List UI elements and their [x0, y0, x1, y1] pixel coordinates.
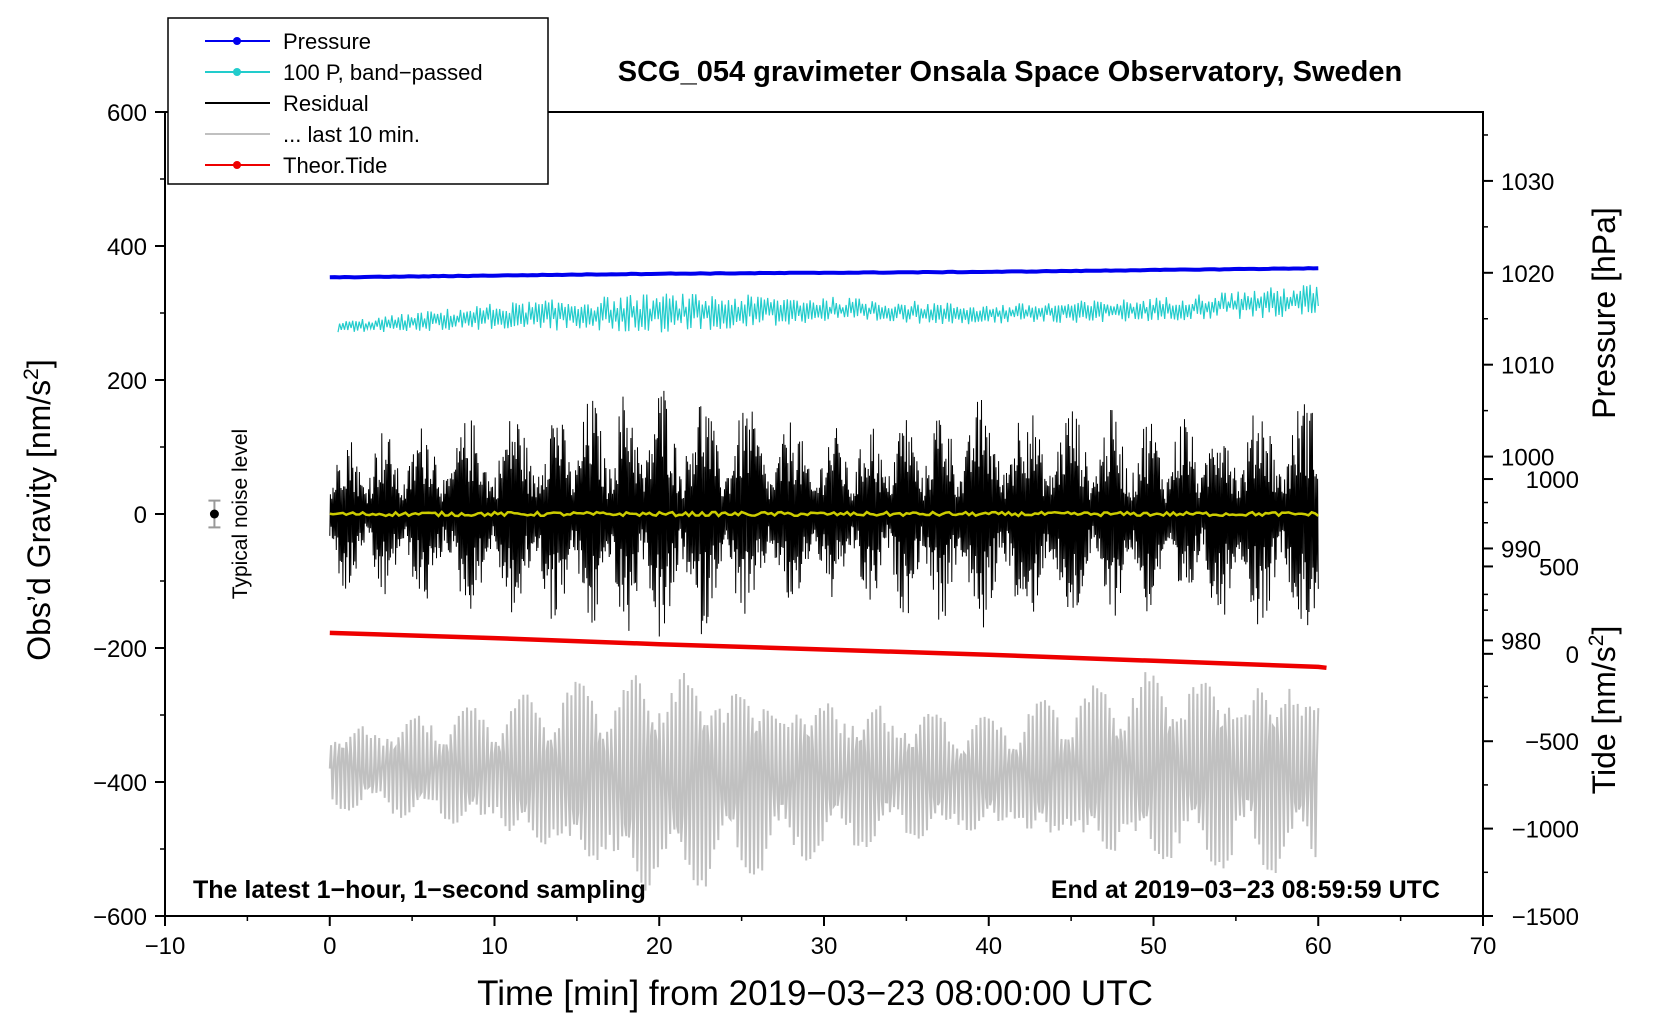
series-bandpassed-line	[337, 284, 1319, 333]
tide-tick-label: 1000	[1526, 467, 1579, 494]
x-tick-label: 60	[1305, 933, 1332, 960]
legend: Pressure 100 P, band−passed Residual ... la…	[167, 17, 549, 185]
x-tick-label: 50	[1140, 933, 1167, 960]
y-tick-label: 0	[134, 502, 147, 529]
pressure-tick-label: 1010	[1501, 353, 1554, 380]
legend-marker-1	[233, 68, 241, 76]
pressure-tick-label: 1030	[1501, 169, 1554, 196]
y-axis-label-left: Obs’d Gravity [nm/s2]	[20, 359, 57, 661]
pressure-tick-label: 990	[1501, 536, 1541, 563]
x-tick-label: 40	[975, 933, 1002, 960]
note-left: The latest 1−hour, 1−second sampling	[193, 876, 646, 904]
noise-label: Typical noise level	[229, 429, 252, 599]
note-right: End at 2019−03−23 08:59:59 UTC	[1051, 876, 1440, 904]
y-tick-label: −400	[93, 770, 147, 797]
tide-tick-label: 500	[1539, 554, 1579, 581]
legend-label-4: Theor.Tide	[283, 153, 387, 178]
x-tick-label: 70	[1470, 933, 1497, 960]
y-axis-label-tide: Tide [nm/s2]	[1585, 626, 1622, 795]
tide-tick-label: 0	[1566, 642, 1579, 669]
legend-marker-4	[233, 161, 241, 169]
y-axis-label-pressure: Pressure [hPa]	[1586, 207, 1622, 419]
x-tick-label: −10	[145, 933, 186, 960]
y-tick-label: 400	[107, 234, 147, 261]
series-pressure-line	[329, 266, 1319, 280]
y-tick-label: −200	[93, 636, 147, 663]
x-tick-label: 20	[646, 933, 673, 960]
tide-tick-label: −500	[1525, 729, 1579, 756]
x-axis-label: Time [min] from 2019−03−23 08:00:00 UTC	[477, 974, 1153, 1013]
legend-box	[167, 17, 549, 185]
series-tide-line	[329, 630, 1327, 671]
legend-label-1: 100 P, band−passed	[283, 60, 483, 85]
pressure-tick-label: 980	[1501, 628, 1541, 655]
y-tick-label: −600	[93, 904, 147, 931]
x-tick-label: 30	[811, 933, 838, 960]
series-residual-line	[329, 390, 1319, 637]
noise-point	[209, 509, 219, 519]
pressure-tick-label: 1020	[1501, 261, 1554, 288]
legend-label-3: ... last 10 min.	[283, 122, 420, 147]
axes-layer: −10 0 10 20 30 40 50 60 706004002000−200−400−600…	[93, 100, 1579, 960]
chart-title: SCG_054 gravimeter Onsala Space Observat…	[618, 56, 1402, 88]
series-residual-smoothed-line	[329, 510, 1320, 518]
y-tick-label: 200	[107, 368, 147, 395]
y-tick-label: 600	[107, 100, 147, 127]
legend-label-0: Pressure	[283, 29, 371, 54]
legend-label-2: Residual	[283, 91, 369, 116]
legend-marker-0	[233, 37, 241, 45]
tide-tick-label: −1500	[1512, 904, 1579, 931]
x-tick-label: 10	[481, 933, 508, 960]
series-last10-line	[328, 672, 1320, 891]
plot-frame	[164, 111, 1484, 917]
data-layer	[208, 266, 1327, 891]
pressure-tick-label: 1000	[1501, 445, 1554, 472]
tide-tick-label: −1000	[1512, 817, 1579, 844]
x-tick-label: 0	[323, 933, 336, 960]
